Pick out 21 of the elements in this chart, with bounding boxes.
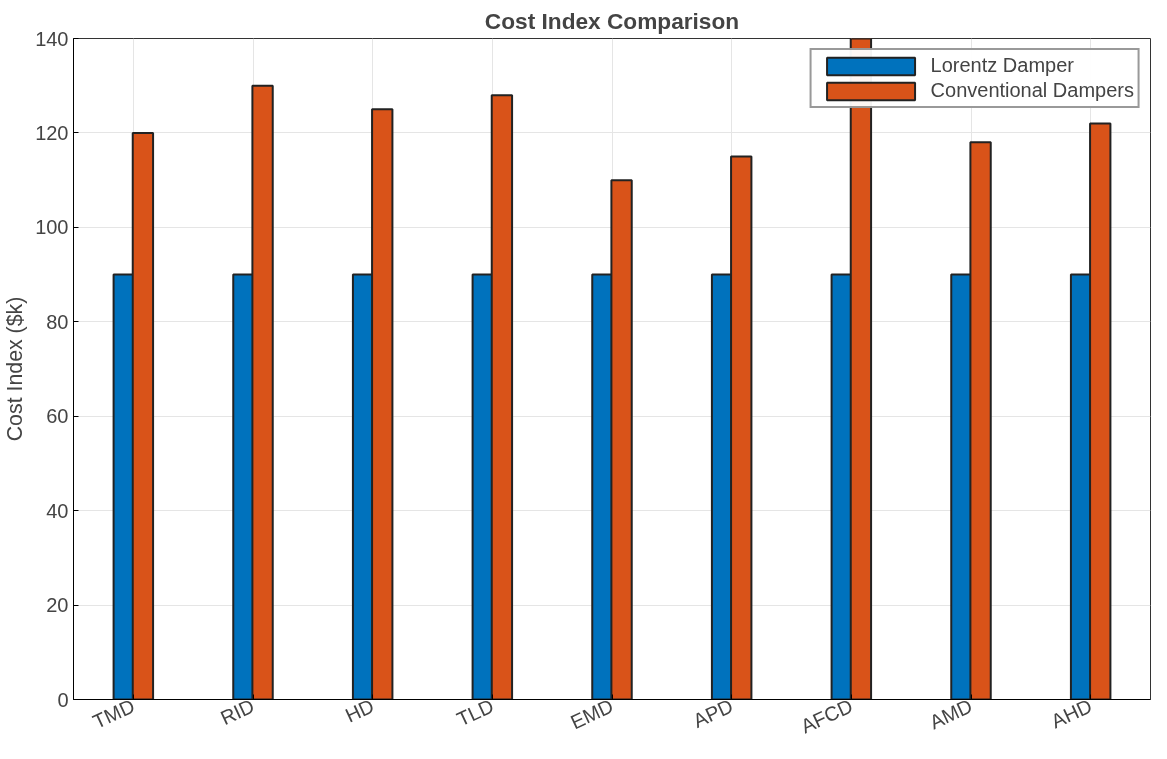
x-tick-label: AMD	[926, 694, 976, 734]
x-tick-label: HD	[341, 694, 378, 727]
y-tick-label: 80	[46, 310, 69, 333]
y-tick-label: 0	[57, 688, 69, 711]
x-tick-label: RID	[217, 694, 258, 730]
x-tick-label: TMD	[89, 694, 138, 733]
x-tick-label: AHD	[1047, 694, 1096, 733]
legend-label: Lorentz Damper	[930, 54, 1074, 77]
y-tick-label: 100	[35, 216, 69, 239]
x-tick-label: AFCD	[797, 694, 856, 738]
y-tick-label: 20	[46, 594, 69, 617]
y-tick-label: 60	[46, 405, 69, 428]
x-tick-label: EMD	[567, 694, 617, 734]
x-tick-label: APD	[689, 694, 737, 732]
y-tick-label: 140	[35, 27, 69, 50]
y-tick-label: 120	[35, 121, 69, 144]
y-axis-title: Cost Index ($k)	[3, 296, 28, 442]
chart-title: Cost Index Comparison	[484, 7, 740, 34]
x-tick-label: TLD	[453, 694, 497, 731]
legend-label: Conventional Dampers	[930, 79, 1134, 102]
y-tick-label: 40	[46, 499, 69, 522]
